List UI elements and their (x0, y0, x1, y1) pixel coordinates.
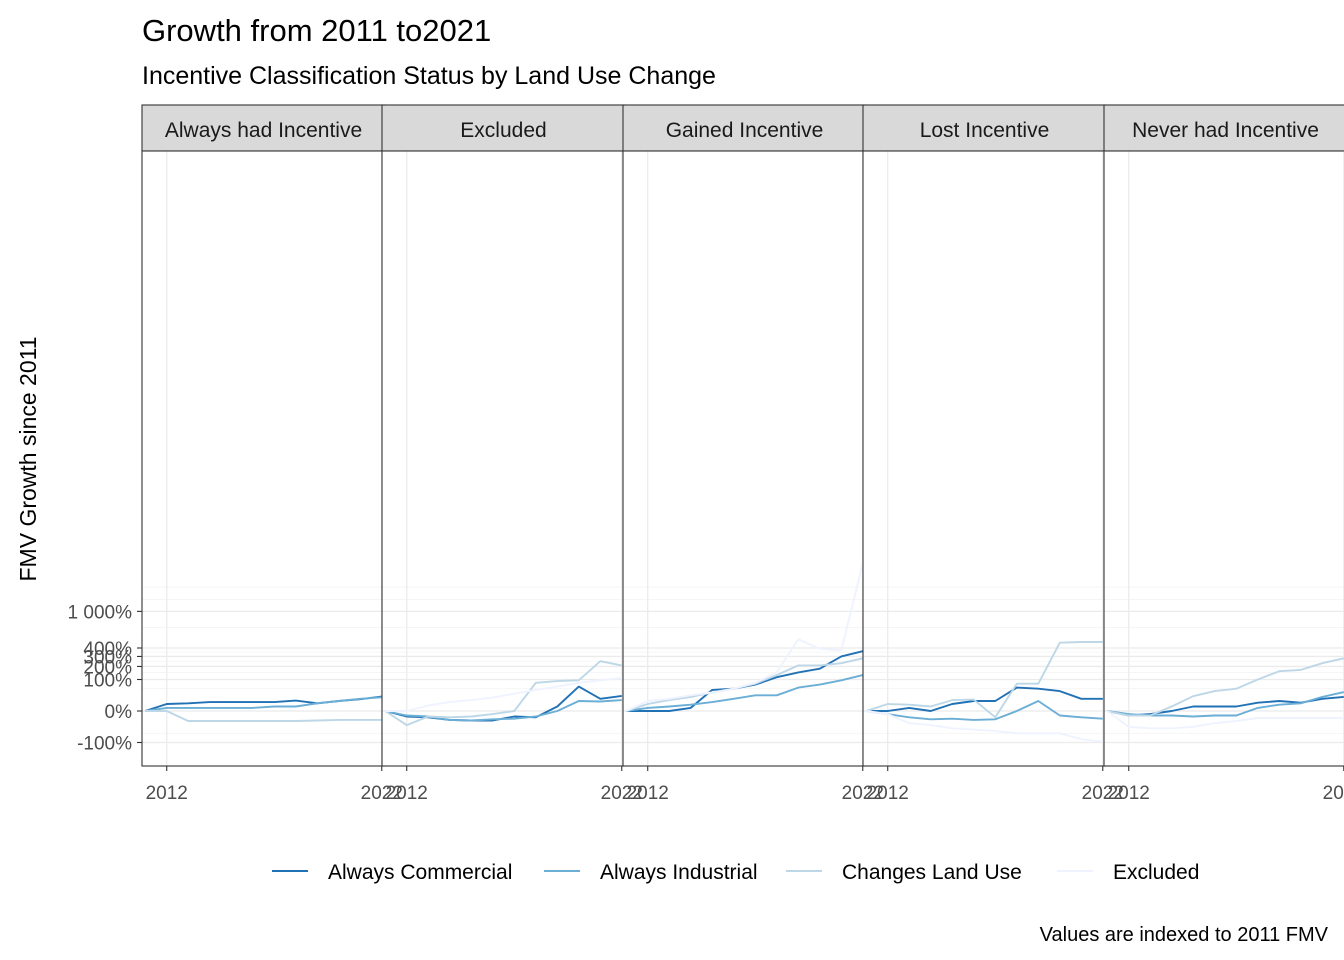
y-axis-ticks: -100% 0% 100%200%300%400% 1 000% (68, 602, 142, 755)
x-tick-label: 2022 (1082, 783, 1124, 804)
series-line (626, 674, 864, 712)
series-line (145, 696, 382, 712)
legend-label: Excluded (1113, 861, 1199, 884)
series-line (866, 700, 1103, 721)
x-tick-label: 2012 (146, 783, 188, 804)
x-tick-label: 2022 (601, 783, 643, 804)
facet-strip-label: Never had Incentive (1132, 119, 1319, 142)
series-line (385, 699, 622, 722)
facet-panel: Always had Incentive 2012 2022 (141, 104, 403, 804)
x-tick-label: 2012 (627, 783, 669, 804)
legend-item: Excluded (1057, 861, 1199, 884)
y-tick-label: 200% (83, 657, 132, 678)
x-tick-label: 2022 (1323, 783, 1344, 804)
chart-title: Growth from 2011 to2021 (142, 13, 491, 48)
legend-item: Always Commercial (272, 861, 512, 884)
series-line (1106, 710, 1344, 730)
chart-subtitle: Incentive Classification Status by Land … (142, 62, 716, 90)
facet-strip-label: Gained Incentive (666, 119, 824, 142)
facet-panel: Gained Incentive 2012 2022 (622, 104, 884, 804)
legend-item: Changes Land Use (786, 861, 1022, 884)
x-tick-label: 2012 (867, 783, 909, 804)
series-line (385, 677, 622, 712)
series-line (384, 660, 622, 727)
x-tick-label: 2012 (1108, 783, 1150, 804)
y-tick-label: -100% (77, 734, 132, 755)
panel-background (1104, 151, 1344, 766)
chart-caption: Values are indexed to 2011 FMV (1040, 924, 1329, 946)
facet-panel: Lost Incentive 2012 2022 (862, 104, 1124, 804)
series-line (1107, 657, 1344, 717)
y-axis-label: FMV Growth since 2011 (15, 336, 41, 581)
facet-strip (141, 104, 386, 152)
facet-strip (622, 104, 867, 152)
legend-label: Always Industrial (600, 861, 758, 884)
y-tick-label: 0% (105, 702, 133, 723)
x-tick-label: 2012 (386, 783, 428, 804)
legend-label: Always Commercial (328, 861, 512, 884)
facet-strip-label: Always had Incentive (165, 119, 362, 142)
facet-panel: Never had Incentive 2012 2022 (1103, 104, 1344, 804)
y-tick-label: 300% (83, 647, 132, 668)
legend-item: Always Industrial (544, 861, 758, 884)
panel-background (623, 151, 866, 766)
y-tick-label: 100% (83, 671, 132, 692)
legend-label: Changes Land Use (842, 861, 1022, 884)
facet-strip-label: Excluded (460, 119, 546, 142)
facet-panel: Excluded 2012 2022 (381, 104, 643, 804)
series-line (625, 563, 864, 712)
facet-strip (862, 104, 1107, 152)
series-line (866, 710, 1103, 743)
panel-background (382, 151, 625, 766)
panel-border (1103, 150, 1344, 767)
panel-background (863, 151, 1106, 766)
x-tick-label: 2022 (842, 783, 884, 804)
series-line (866, 686, 1103, 712)
facet-strip-label: Lost Incentive (920, 119, 1050, 142)
x-tick-label: 2022 (361, 783, 403, 804)
series-line (145, 710, 382, 722)
legend: Always Commercial Always Industrial Change… (272, 861, 1199, 884)
y-tick-label: 1 000% (68, 602, 133, 623)
series-line (865, 641, 1103, 719)
panel-background (142, 151, 385, 766)
y-tick-label: 400% (83, 639, 132, 660)
facet-strip (1103, 104, 1344, 152)
